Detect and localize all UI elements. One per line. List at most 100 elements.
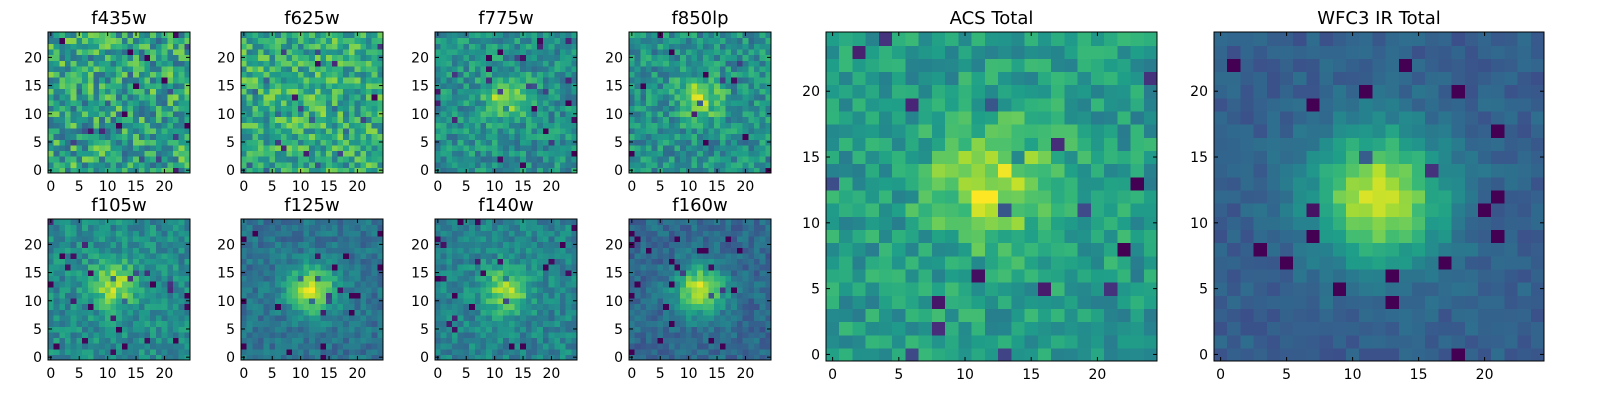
- heatmap-cell: [634, 144, 641, 152]
- heatmap-cell: [365, 139, 373, 146]
- heatmap-cell: [719, 320, 727, 327]
- heatmap-cell: [331, 224, 339, 231]
- heatmap-cell: [503, 241, 510, 248]
- heatmap-cell: [320, 122, 327, 129]
- heatmap-cell: [497, 281, 504, 288]
- heatmap-cell: [133, 297, 140, 305]
- heatmap-cell: [155, 258, 163, 265]
- heatmap-cell: [457, 71, 464, 78]
- heatmap-cell: [629, 94, 636, 101]
- y-tick-label: 15: [217, 79, 235, 95]
- heatmap-cell: [542, 94, 550, 101]
- heatmap-cell: [343, 354, 350, 361]
- heatmap-cell: [497, 116, 504, 123]
- heatmap-cell: [127, 224, 134, 231]
- heatmap-cell: [246, 292, 253, 299]
- heatmap-cell: [269, 224, 276, 231]
- heatmap-cell: [634, 48, 641, 56]
- heatmap-cell: [150, 167, 157, 174]
- heatmap-cell: [497, 348, 504, 355]
- heatmap-cell: [354, 309, 361, 316]
- heatmap-cell: [508, 139, 516, 146]
- heatmap-cell: [525, 122, 533, 129]
- heatmap-cell: [252, 82, 259, 89]
- heatmap-cell: [480, 314, 487, 322]
- heatmap-cell: [514, 60, 521, 67]
- heatmap-cell: [508, 167, 516, 174]
- heatmap-cell: [320, 48, 327, 56]
- heatmap-cell: [759, 320, 766, 327]
- heatmap-cell: [360, 54, 367, 61]
- heatmap-cell: [337, 32, 344, 39]
- heatmap-cell: [343, 110, 350, 118]
- heatmap-cell: [725, 122, 732, 129]
- heatmap-cell: [674, 314, 681, 322]
- heatmap-cell: [116, 314, 123, 322]
- heatmap-cell: [680, 77, 687, 84]
- heatmap-cell: [503, 144, 510, 152]
- heatmap-cell: [702, 94, 710, 101]
- heatmap-cell: [309, 127, 316, 135]
- heatmap-cell: [144, 219, 151, 226]
- heatmap-cell: [765, 94, 772, 101]
- heatmap-cell: [161, 94, 168, 101]
- heatmap-cell: [76, 269, 83, 276]
- heatmap-cell: [474, 32, 482, 39]
- heatmap-cell: [172, 354, 180, 361]
- heatmap-cell: [70, 337, 77, 344]
- heatmap-cell: [127, 156, 134, 163]
- heatmap-cell: [719, 150, 727, 157]
- heatmap-cell: [542, 105, 550, 112]
- heatmap-cell: [280, 326, 288, 333]
- heatmap-cell: [435, 127, 442, 135]
- heatmap-cell: [691, 150, 698, 157]
- heatmap-cell: [480, 122, 487, 129]
- heatmap-cell: [640, 161, 647, 168]
- heatmap-cell: [343, 133, 350, 140]
- heatmap-cell: [144, 127, 151, 135]
- heatmap-cell: [554, 281, 561, 288]
- heatmap-cell: [309, 144, 316, 152]
- heatmap-cell: [753, 94, 761, 101]
- heatmap-cell: [702, 77, 710, 84]
- heatmap-cell: [155, 264, 163, 271]
- heatmap-cell: [104, 309, 112, 316]
- heatmap-cell: [178, 156, 185, 163]
- heatmap-cell: [150, 43, 157, 50]
- heatmap-cell: [138, 264, 146, 271]
- heatmap-cell: [99, 82, 106, 89]
- heatmap-cell: [486, 65, 493, 73]
- heatmap-cell: [138, 156, 146, 163]
- heatmap-cell: [640, 65, 647, 73]
- heatmap-cell: [753, 43, 761, 50]
- heatmap-cell: [172, 156, 180, 163]
- heatmap-cell: [167, 275, 174, 282]
- heatmap-cell: [634, 37, 641, 44]
- heatmap-cell: [463, 337, 470, 344]
- heatmap-cell: [76, 54, 83, 61]
- heatmap-cell: [571, 303, 578, 310]
- heatmap-cell: [150, 337, 157, 344]
- heatmap-cell: [674, 139, 681, 146]
- heatmap-cell: [640, 77, 647, 84]
- heatmap-cell: [514, 275, 521, 282]
- heatmap-cell: [121, 343, 129, 350]
- heatmap-cell: [59, 235, 66, 243]
- heatmap-cell: [138, 252, 146, 260]
- y-tick-label: 10: [217, 107, 235, 123]
- heatmap-cell: [474, 116, 482, 123]
- heatmap-cell: [241, 37, 248, 44]
- heatmap-cell: [571, 275, 578, 282]
- heatmap-cell: [99, 167, 106, 174]
- heatmap-cell: [59, 105, 66, 112]
- heatmap-cell: [674, 161, 681, 168]
- heatmap-cell: [93, 122, 100, 129]
- heatmap-cell: [714, 116, 721, 123]
- heatmap-cell: [121, 326, 129, 333]
- heatmap-cell: [303, 116, 310, 123]
- heatmap-cell: [491, 94, 499, 101]
- heatmap-cell: [440, 337, 447, 344]
- heatmap-cell: [246, 275, 253, 282]
- heatmap-cell: [144, 314, 151, 322]
